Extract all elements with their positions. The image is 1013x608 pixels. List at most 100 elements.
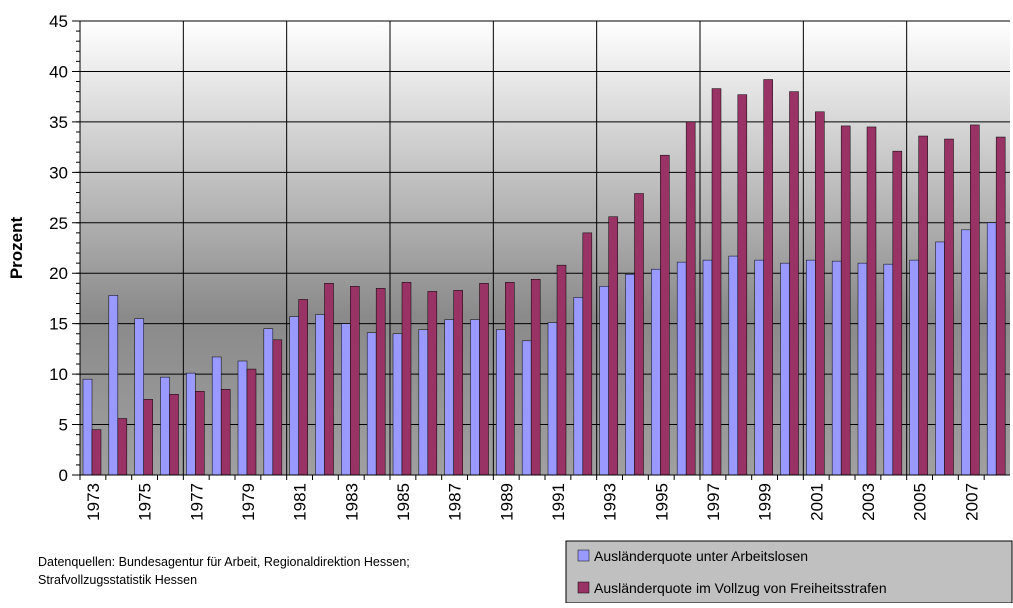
bar <box>211 356 222 476</box>
bar <box>220 388 231 476</box>
bar <box>556 264 567 476</box>
bar <box>237 360 248 476</box>
bar <box>582 232 593 476</box>
x-tick-label: 1983 <box>342 483 361 521</box>
x-tick-label: 1985 <box>394 483 413 521</box>
x-tick-label: 2007 <box>962 483 981 521</box>
y-tick-label: 45 <box>49 12 68 31</box>
bar <box>160 376 170 476</box>
legend-swatch <box>577 581 590 594</box>
legend <box>565 540 1013 604</box>
bar <box>427 291 438 476</box>
y-tick-label: 40 <box>49 62 68 81</box>
bar <box>82 378 93 476</box>
x-tick-label: 1987 <box>446 483 465 521</box>
x-tick-label: 2005 <box>911 483 930 521</box>
bar <box>272 339 283 476</box>
bar <box>660 154 670 476</box>
bar <box>169 394 179 476</box>
bar <box>315 314 325 476</box>
y-tick-label: 35 <box>49 113 68 132</box>
x-tick-label: 2001 <box>807 483 826 521</box>
bar <box>298 299 308 476</box>
x-tick-label: 1999 <box>756 483 775 521</box>
bar <box>505 282 515 476</box>
bar <box>401 282 412 476</box>
bar <box>134 318 144 476</box>
bar <box>970 124 980 476</box>
bar <box>117 418 128 476</box>
x-tick-label: 2003 <box>859 483 878 521</box>
bar <box>815 111 825 476</box>
bar <box>763 79 773 476</box>
bar <box>418 329 429 476</box>
bar <box>246 368 257 476</box>
bar <box>91 429 102 476</box>
bar <box>608 216 618 476</box>
x-tick-label: 1997 <box>704 483 723 521</box>
y-tick-label: 5 <box>59 416 68 435</box>
y-tick-label: 20 <box>49 264 68 283</box>
bar <box>375 288 386 476</box>
x-tick-label: 1979 <box>239 483 258 521</box>
x-tick-label: 1973 <box>84 483 103 521</box>
bar <box>366 332 377 476</box>
bar <box>918 135 928 476</box>
plot-area <box>80 21 1010 475</box>
bar <box>530 279 541 476</box>
y-axis-title: Prozent <box>7 216 26 279</box>
bar <box>986 222 997 476</box>
bar <box>728 255 739 476</box>
bar <box>737 94 748 476</box>
bar <box>599 286 609 476</box>
bar <box>341 323 351 476</box>
bar <box>496 329 506 476</box>
y-tick-label: 25 <box>49 214 68 233</box>
bar <box>944 138 954 476</box>
bar <box>754 259 764 476</box>
bar <box>392 333 403 476</box>
y-tick-label: 10 <box>49 365 68 384</box>
bar <box>857 262 868 476</box>
bar <box>780 262 790 476</box>
bar <box>651 268 661 476</box>
y-tick-label: 15 <box>49 315 68 334</box>
bar <box>685 121 696 476</box>
bar <box>108 295 119 476</box>
y-tick-label: 30 <box>49 163 68 182</box>
bar <box>521 340 532 476</box>
bar <box>711 88 722 476</box>
x-tick-label: 1991 <box>549 483 568 521</box>
bar <box>625 273 635 476</box>
bar <box>186 372 196 476</box>
bar <box>444 319 454 476</box>
x-tick-label: 1975 <box>136 483 155 521</box>
bar <box>453 290 463 476</box>
bar <box>840 125 851 476</box>
bar <box>866 126 877 476</box>
bar <box>892 150 903 476</box>
legend-swatch <box>577 549 590 562</box>
legend-label: Ausländerquote unter Arbeitslosen <box>594 548 808 564</box>
source-note: Datenquellen: Bundesagentur für Arbeit, … <box>38 555 410 569</box>
bar <box>573 297 584 476</box>
bar <box>634 193 644 476</box>
x-tick-label: 1977 <box>187 483 206 521</box>
bar <box>961 229 971 476</box>
bar <box>676 261 687 476</box>
x-tick-label: 1981 <box>291 483 310 521</box>
bar <box>909 259 919 476</box>
bar <box>324 283 334 476</box>
y-tick-label: 0 <box>59 466 68 485</box>
bar <box>289 316 299 476</box>
x-tick-label: 1995 <box>652 483 671 521</box>
bar <box>263 328 274 476</box>
bar <box>789 91 799 476</box>
bar <box>470 319 480 476</box>
bar <box>143 399 153 476</box>
x-tick-label: 1993 <box>601 483 620 521</box>
legend-label: Ausländerquote im Vollzug von Freiheitss… <box>594 580 887 596</box>
bar <box>831 260 842 476</box>
bar <box>702 259 713 476</box>
